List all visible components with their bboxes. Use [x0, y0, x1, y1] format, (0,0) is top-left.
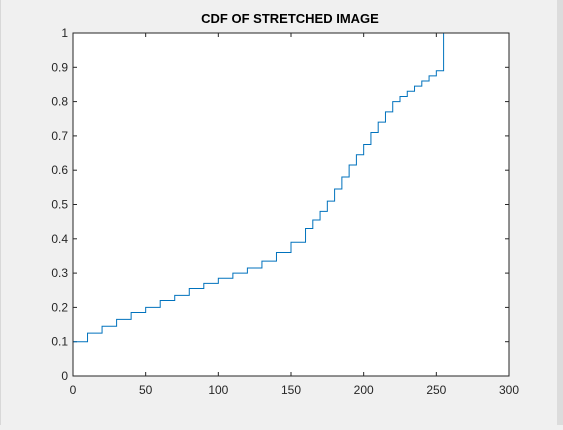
tick-labels-layer: 0 50 100 150 200 250 300 0 0.1 0.2 0.3 0.4 0.5 0.6 0.7…: [51, 26, 519, 397]
x-tick-label: 150: [281, 383, 301, 397]
x-tick-label: 250: [426, 383, 446, 397]
y-tick-label: 0.8: [51, 95, 68, 109]
x-tick-label: 50: [139, 383, 153, 397]
x-tick-label: 300: [499, 383, 519, 397]
x-tick-label: 200: [354, 383, 374, 397]
axes-box: [72, 32, 510, 377]
figure-right-edge: [557, 0, 563, 425]
y-tick-label: 0.3: [51, 266, 68, 280]
y-tick-label: 0.4: [51, 232, 68, 246]
y-tick-label: 0.9: [51, 60, 68, 74]
x-tick-label: 100: [208, 383, 228, 397]
y-tick-label: 0.6: [51, 163, 68, 177]
y-tick-label: 0: [61, 369, 68, 383]
y-tick-label: 0.5: [51, 198, 68, 212]
y-tick-label: 0.7: [51, 129, 68, 143]
axes-background: [73, 33, 509, 376]
figure-left-edge: [0, 0, 1, 425]
y-tick-label: 0.2: [51, 300, 68, 314]
cdf-series-line: [73, 32, 446, 343]
chart-title: CDF OF STRETCHED IMAGE: [201, 11, 379, 26]
y-tick-label: 1: [61, 26, 68, 40]
y-tick-label: 0.1: [51, 335, 68, 349]
x-tick-label: 0: [70, 383, 77, 397]
